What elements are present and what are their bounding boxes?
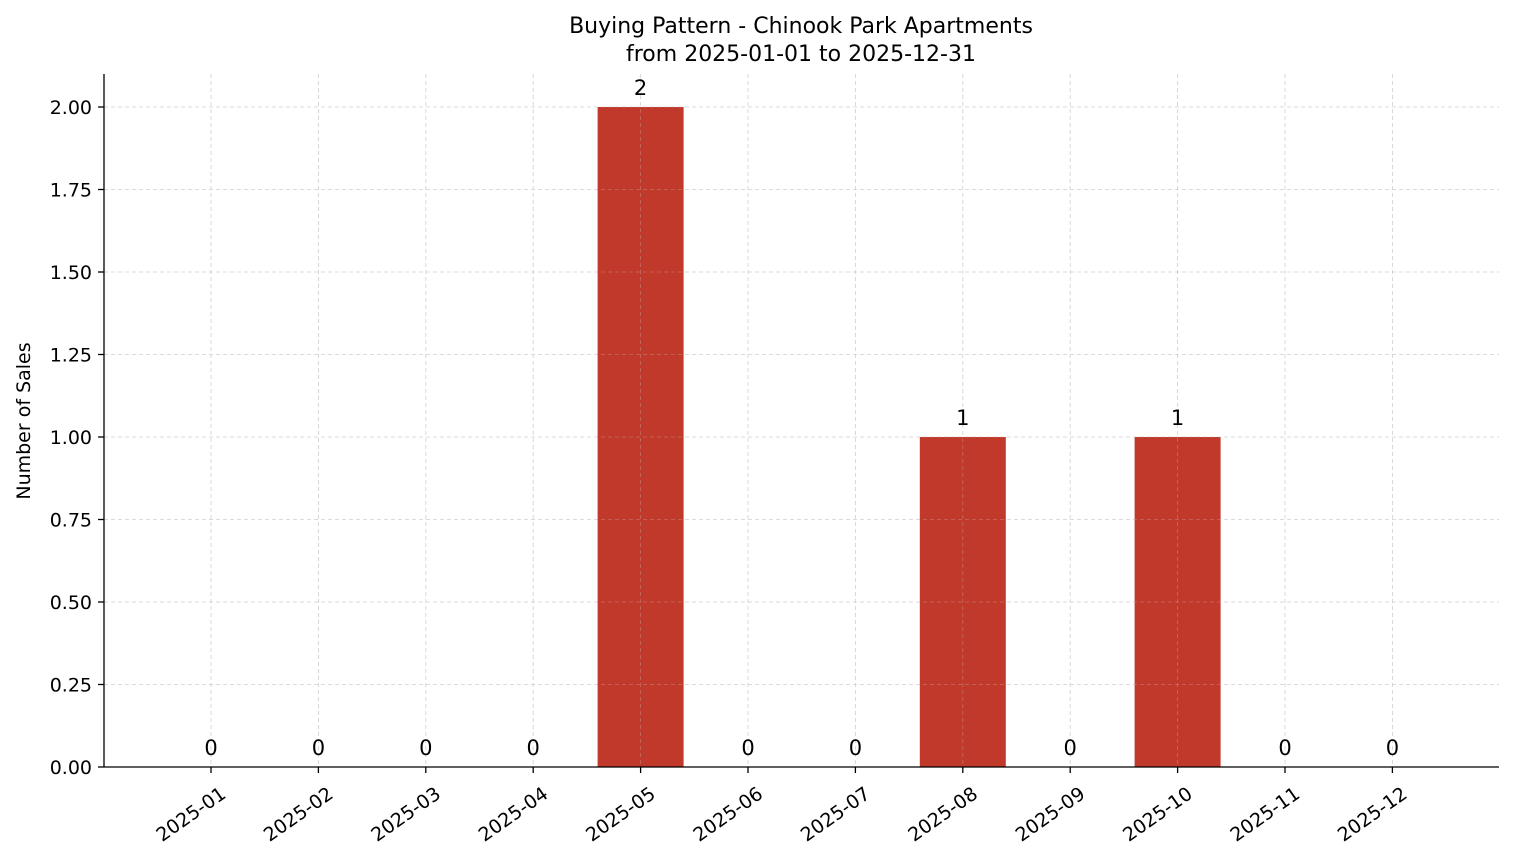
x-axis-ticks: 2025-01 2025-02 2025-03 2025-04 2025-05 2025-… [152,767,1411,846]
y-tick-label: 0.75 [50,510,92,532]
y-tick-label: 0.50 [50,592,92,614]
y-axis-label: Number of Sales [13,342,35,499]
y-axis-ticks: 0.00 0.25 0.50 0.75 1.00 1.25 1.50 1.75 2.00 [50,97,104,779]
y-tick-label: 1.50 [50,262,92,284]
bars [104,74,1499,768]
x-tick-label: 2025-06 [689,783,767,847]
bar-value-label: 0 [419,736,432,760]
bar-2025-05 [597,107,684,767]
grid [104,74,1499,768]
x-tick-label: 2025-01 [152,783,230,847]
x-tick-label: 2025-02 [260,783,338,847]
bar-value-label: 1 [956,406,969,430]
y-tick-label: 0.25 [50,675,92,697]
bar-value-label: 0 [1386,736,1399,760]
grid-overlay [104,74,1499,768]
bar-value-label: 0 [1064,736,1077,760]
y-tick-label: 1.75 [50,180,92,202]
axes [103,74,1499,768]
bar-2025-08 [919,437,1006,767]
x-tick-label: 2025-12 [1334,783,1412,847]
y-tick-label: 0.00 [50,757,92,779]
x-tick-label: 2025-05 [582,783,660,847]
x-tick-label: 2025-11 [1226,783,1304,847]
bar-value-label: 0 [741,736,754,760]
x-tick-label: 2025-07 [797,783,875,847]
bar-2025-10 [1134,437,1221,767]
bar-value-label: 0 [527,736,540,760]
y-tick-label: 1.00 [50,427,92,449]
y-tick-label: 1.25 [50,345,92,367]
x-tick-label: 2025-08 [904,783,982,847]
bar-value-label: 1 [1171,406,1184,430]
x-tick-label: 2025-04 [475,783,553,847]
bar-value-label: 0 [849,736,862,760]
bar-value-label: 0 [312,736,325,760]
data-labels: 0 0 0 0 2 0 0 1 0 1 0 0 [204,76,1399,760]
chart-subtitle: from 2025-01-01 to 2025-12-31 [626,42,976,67]
chart-title: Buying Pattern - Chinook Park Apartments [569,14,1033,39]
bar-value-label: 2 [634,76,647,100]
bar-value-label: 0 [204,736,217,760]
x-tick-label: 2025-10 [1119,783,1197,847]
x-tick-label: 2025-03 [367,783,445,847]
bar-value-label: 0 [1278,736,1291,760]
x-tick-label: 2025-09 [1012,783,1090,847]
y-tick-label: 2.00 [50,97,92,119]
